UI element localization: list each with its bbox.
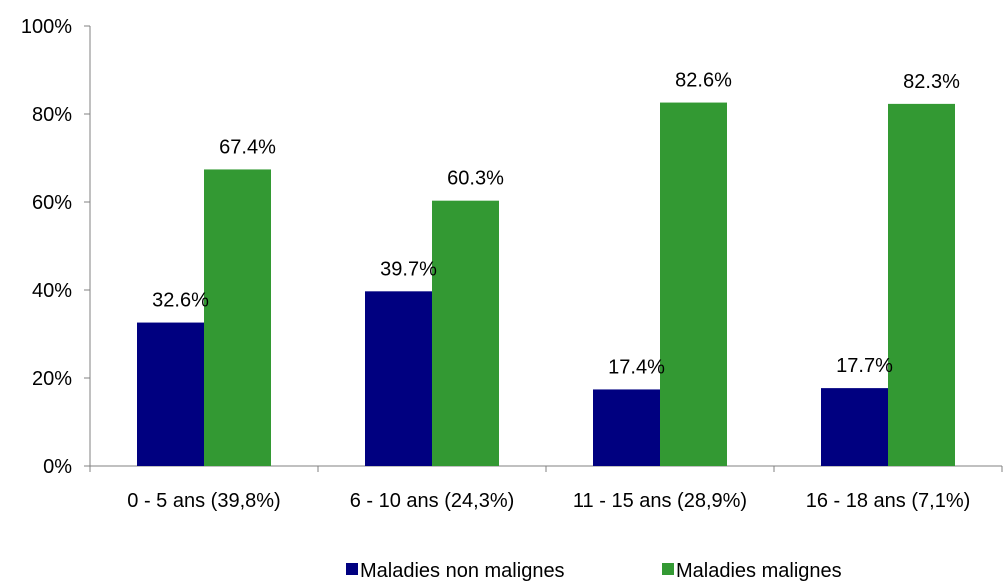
bars (137, 102, 955, 466)
data-label: 82.6% (675, 70, 732, 92)
bar (593, 389, 660, 466)
x-tick-label: 6 - 10 ans (24,3%) (350, 490, 515, 512)
x-tick-label: 11 - 15 ans (28,9%) (573, 490, 747, 512)
bar (660, 102, 727, 466)
data-label: 82.3% (903, 71, 960, 93)
y-tick-label: 60% (32, 192, 72, 214)
y-tick-label: 100% (21, 16, 72, 38)
y-tick-label: 80% (32, 104, 72, 126)
legend: Maladies non malignes Maladies malignes (346, 560, 842, 582)
data-labels: 32.6% 67.4% 39.7% 60.3% 17.4% 82.6% 17.7% 82.3% (152, 70, 960, 379)
x-tick-label: 0 - 5 ans (39,8%) (127, 490, 280, 512)
bar (204, 169, 271, 466)
legend-label: Maladies non malignes (360, 560, 565, 581)
bar (365, 291, 432, 466)
bar (821, 388, 888, 466)
x-axis: 0 - 5 ans (39,8%) 6 - 10 ans (24,3%) 11 - … (89, 465, 1003, 512)
bar (432, 200, 499, 466)
bar (888, 103, 955, 466)
data-label: 17.4% (608, 356, 665, 378)
y-tick-label: 0% (43, 456, 72, 478)
x-tick-label: 16 - 18 ans (7,1%) (806, 490, 971, 512)
legend-label: Maladies malignes (676, 560, 842, 581)
legend-swatch (662, 563, 674, 575)
data-label: 17.7% (836, 355, 893, 377)
data-label: 39.7% (380, 258, 437, 280)
data-label: 67.4% (219, 136, 276, 158)
y-axis: 0% 20% 40% 60% 80% 100% (21, 16, 91, 478)
data-label: 60.3% (447, 168, 504, 190)
bar (137, 322, 204, 466)
data-label: 32.6% (152, 290, 209, 312)
legend-swatch (346, 563, 358, 575)
y-tick-label: 20% (32, 368, 72, 390)
y-tick-label: 40% (32, 280, 72, 302)
